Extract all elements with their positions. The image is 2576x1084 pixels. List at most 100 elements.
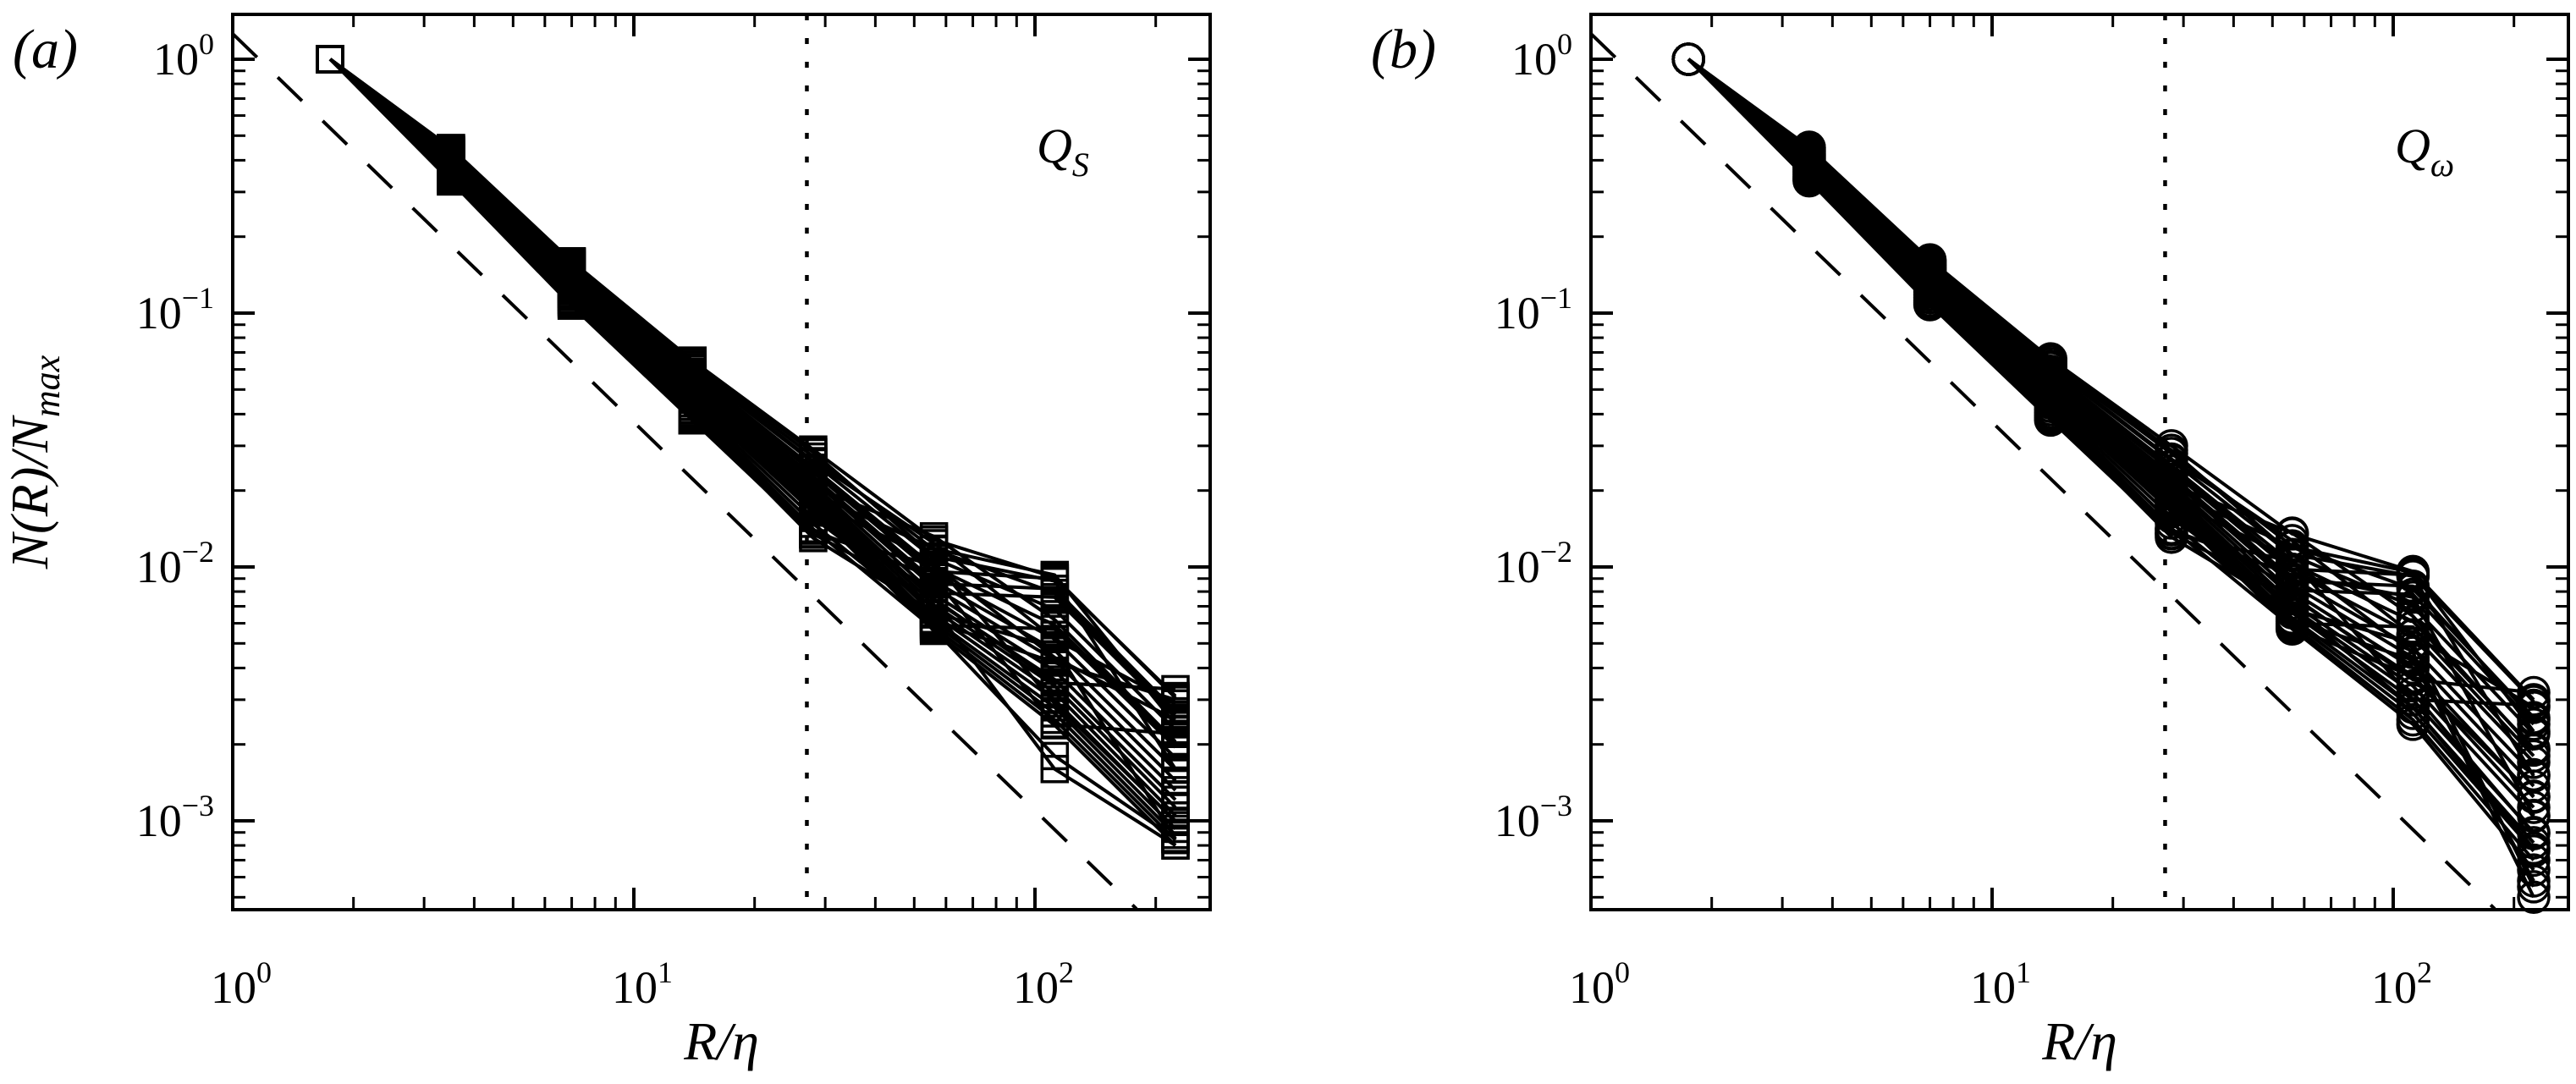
square-marker bbox=[919, 550, 949, 580]
square-marker bbox=[1040, 614, 1070, 643]
series-line bbox=[1687, 58, 2535, 882]
square-marker bbox=[678, 406, 707, 435]
square-marker bbox=[799, 520, 828, 549]
series-lines bbox=[1687, 58, 2535, 899]
circle-marker bbox=[2396, 581, 2430, 614]
series-markers bbox=[1671, 42, 2551, 915]
y-tick-label: 10−2 bbox=[136, 535, 214, 592]
square-marker bbox=[316, 45, 344, 74]
series-line bbox=[328, 58, 1177, 713]
y-tick-label: 10−1 bbox=[136, 281, 214, 338]
x-tick-label: 102 bbox=[2371, 955, 2432, 1013]
axes-frame bbox=[1589, 13, 2570, 911]
square-marker bbox=[1161, 755, 1190, 784]
circle-marker bbox=[2517, 779, 2551, 813]
y-tick-label: 10−3 bbox=[1494, 789, 1572, 846]
reference-slope-dashed-line bbox=[233, 32, 1138, 910]
y-tick-label: 100 bbox=[1511, 27, 1572, 85]
circle-marker bbox=[2155, 433, 2188, 467]
circle-marker bbox=[2034, 403, 2068, 437]
circle-marker bbox=[2517, 675, 2551, 710]
panel-b: 100 101 102 100 10−1 10−2 10−3 (b) Qω R/η bbox=[1371, 13, 2570, 1071]
series-line bbox=[328, 58, 1176, 722]
square-marker bbox=[919, 614, 949, 643]
x-tick-label: 100 bbox=[1569, 955, 1630, 1013]
reference-slope-dashed-line bbox=[1591, 32, 2496, 910]
y-tick-label: 10−1 bbox=[1494, 281, 1572, 338]
circle-marker bbox=[2517, 853, 2551, 887]
square-marker bbox=[1161, 705, 1190, 735]
circle-marker bbox=[2396, 618, 2430, 652]
circle-marker bbox=[2517, 714, 2551, 749]
circle-marker bbox=[2396, 555, 2430, 590]
series-lines bbox=[328, 58, 1177, 847]
square-marker bbox=[1040, 689, 1070, 718]
panel-tag: (b) bbox=[1371, 19, 1436, 80]
series-line bbox=[1687, 58, 2535, 850]
circle-marker bbox=[2517, 798, 2551, 833]
circle-marker bbox=[2396, 643, 2430, 677]
circle-marker bbox=[2275, 530, 2309, 564]
square-marker bbox=[1161, 824, 1190, 853]
x-tick-label: 100 bbox=[211, 955, 272, 1013]
axis-ticks bbox=[1589, 14, 2568, 910]
circle-marker bbox=[2396, 707, 2430, 741]
series-line bbox=[328, 58, 1177, 840]
circle-marker bbox=[2396, 626, 2430, 661]
circle-marker bbox=[2275, 558, 2309, 592]
circle-marker bbox=[2155, 450, 2188, 484]
y-tick-label: 10−2 bbox=[1494, 535, 1572, 592]
square-marker bbox=[1040, 710, 1070, 739]
circle-marker bbox=[1913, 288, 1947, 322]
circle-marker bbox=[2275, 603, 2309, 637]
circle-marker bbox=[1792, 163, 1826, 198]
circle-marker bbox=[2275, 592, 2309, 626]
circle-marker bbox=[2396, 636, 2430, 669]
circle-marker bbox=[2275, 516, 2309, 550]
panel-tag: (a) bbox=[13, 19, 78, 80]
circle-marker bbox=[1671, 42, 1705, 76]
circle-marker bbox=[2517, 831, 2551, 866]
x-axis-label: R/η bbox=[683, 1011, 759, 1071]
circle-marker bbox=[2275, 579, 2309, 613]
series-line bbox=[328, 58, 1176, 702]
circle-marker bbox=[2517, 870, 2551, 904]
y-tick-label: 10−3 bbox=[136, 789, 214, 846]
x-tick-label: 102 bbox=[1013, 955, 1074, 1013]
square-marker bbox=[437, 167, 465, 196]
square-marker bbox=[1040, 560, 1070, 590]
x-axis-label: R/η bbox=[2041, 1011, 2117, 1071]
circle-marker bbox=[2517, 815, 2551, 850]
circle-marker bbox=[2155, 442, 2188, 476]
x-tick-label: 101 bbox=[612, 955, 673, 1013]
circle-marker bbox=[2155, 467, 2188, 502]
circle-marker bbox=[2155, 517, 2188, 551]
quantity-annotation: Qω bbox=[2395, 118, 2454, 184]
series-line bbox=[1687, 58, 2535, 899]
series-line bbox=[1687, 58, 2535, 721]
circle-marker bbox=[2517, 843, 2551, 878]
square-marker bbox=[919, 598, 949, 627]
x-tick-label: 101 bbox=[1970, 955, 2031, 1013]
series-markers bbox=[316, 45, 1190, 860]
square-marker bbox=[557, 291, 586, 320]
square-marker bbox=[1040, 583, 1070, 612]
square-marker bbox=[1161, 674, 1190, 704]
axes-frame bbox=[231, 13, 1212, 911]
circle-marker bbox=[2517, 880, 2551, 915]
y-axis-label: N(R)/Nmax bbox=[2, 355, 68, 570]
square-marker bbox=[1040, 643, 1070, 672]
quantity-annotation: QS bbox=[1037, 118, 1089, 184]
axis-ticks bbox=[231, 14, 1210, 910]
circle-marker bbox=[2396, 599, 2430, 633]
circle-marker bbox=[2275, 544, 2309, 579]
circle-marker bbox=[2396, 663, 2430, 696]
square-marker bbox=[1040, 741, 1070, 771]
y-tick-label: 100 bbox=[153, 27, 214, 85]
circle-marker bbox=[2517, 759, 2551, 793]
series-line bbox=[328, 58, 1177, 847]
panel-a: 100 101 102 100 10−1 10−2 10−3 (a) QS R/η N(R)/Nma… bbox=[2, 13, 1212, 1071]
circle-marker bbox=[2396, 683, 2430, 717]
